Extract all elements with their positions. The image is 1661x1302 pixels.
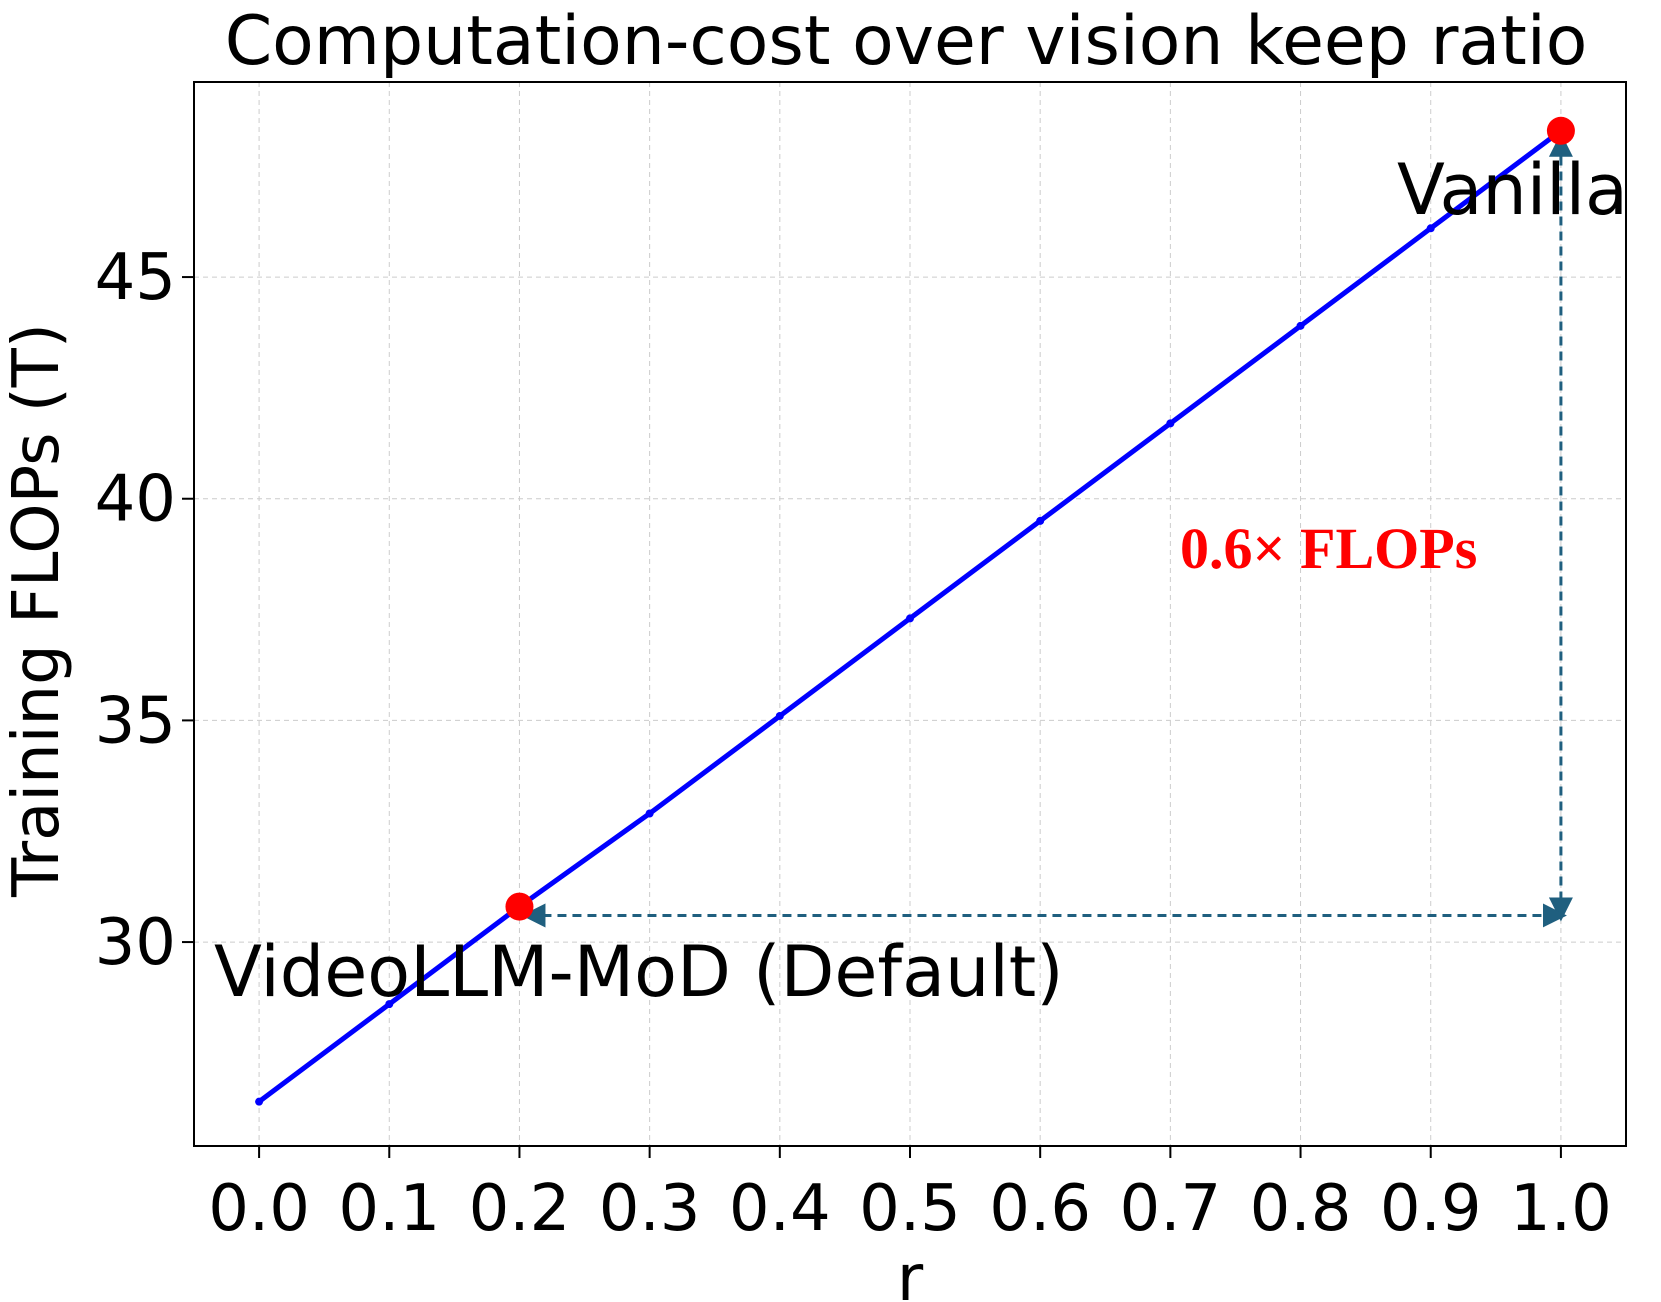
series-point <box>1036 516 1045 525</box>
x-tick-label: 0.3 <box>599 1172 701 1246</box>
highlight-label-default: VideoLLM-MoD (Default) <box>214 931 1064 1013</box>
x-axis-ticks: 0.0 0.1 0.2 0.3 0.4 0.5 0.6 0.7 0.8 0.9 1.0 <box>208 1146 1612 1246</box>
x-tick-label: 0.6 <box>989 1172 1091 1246</box>
y-tick-label: 45 <box>95 241 176 315</box>
series-point <box>1296 321 1305 330</box>
y-axis-label: Training FLOPs (T) <box>0 323 74 898</box>
series-point <box>645 809 654 818</box>
x-tick-label: 0.8 <box>1250 1172 1352 1246</box>
highlight-point <box>505 892 534 921</box>
annotation-arrows <box>521 132 1573 928</box>
x-tick-label: 1.0 <box>1510 1172 1612 1246</box>
grid <box>194 82 1626 1146</box>
y-tick-label: 30 <box>95 906 176 980</box>
series-point <box>1166 419 1175 428</box>
series-point <box>906 614 914 623</box>
x-tick-label: 0.0 <box>208 1172 310 1246</box>
series-point <box>255 1097 264 1106</box>
series-point <box>775 711 784 720</box>
x-tick-label: 0.5 <box>859 1172 961 1246</box>
x-tick-label: 0.9 <box>1380 1172 1482 1246</box>
chart-title: Computation-cost over vision keep ratio <box>225 2 1588 81</box>
x-axis-label: r <box>897 1242 924 1302</box>
x-tick-label: 0.2 <box>469 1172 571 1246</box>
x-tick-label: 0.1 <box>338 1172 440 1246</box>
y-tick-label: 35 <box>95 684 176 758</box>
series-point <box>1426 224 1435 233</box>
highlight-point <box>1546 116 1575 145</box>
x-tick-label: 0.7 <box>1119 1172 1221 1246</box>
highlight-layer <box>505 116 1575 921</box>
y-tick-label: 40 <box>95 463 176 537</box>
x-tick-label: 0.4 <box>729 1172 831 1246</box>
series-point <box>385 1000 394 1009</box>
flops-annotation: 0.6× FLOPs <box>1180 516 1477 581</box>
y-axis-ticks: 30 35 40 45 <box>95 241 194 980</box>
highlight-label-vanilla: Vanilla <box>1397 149 1628 231</box>
